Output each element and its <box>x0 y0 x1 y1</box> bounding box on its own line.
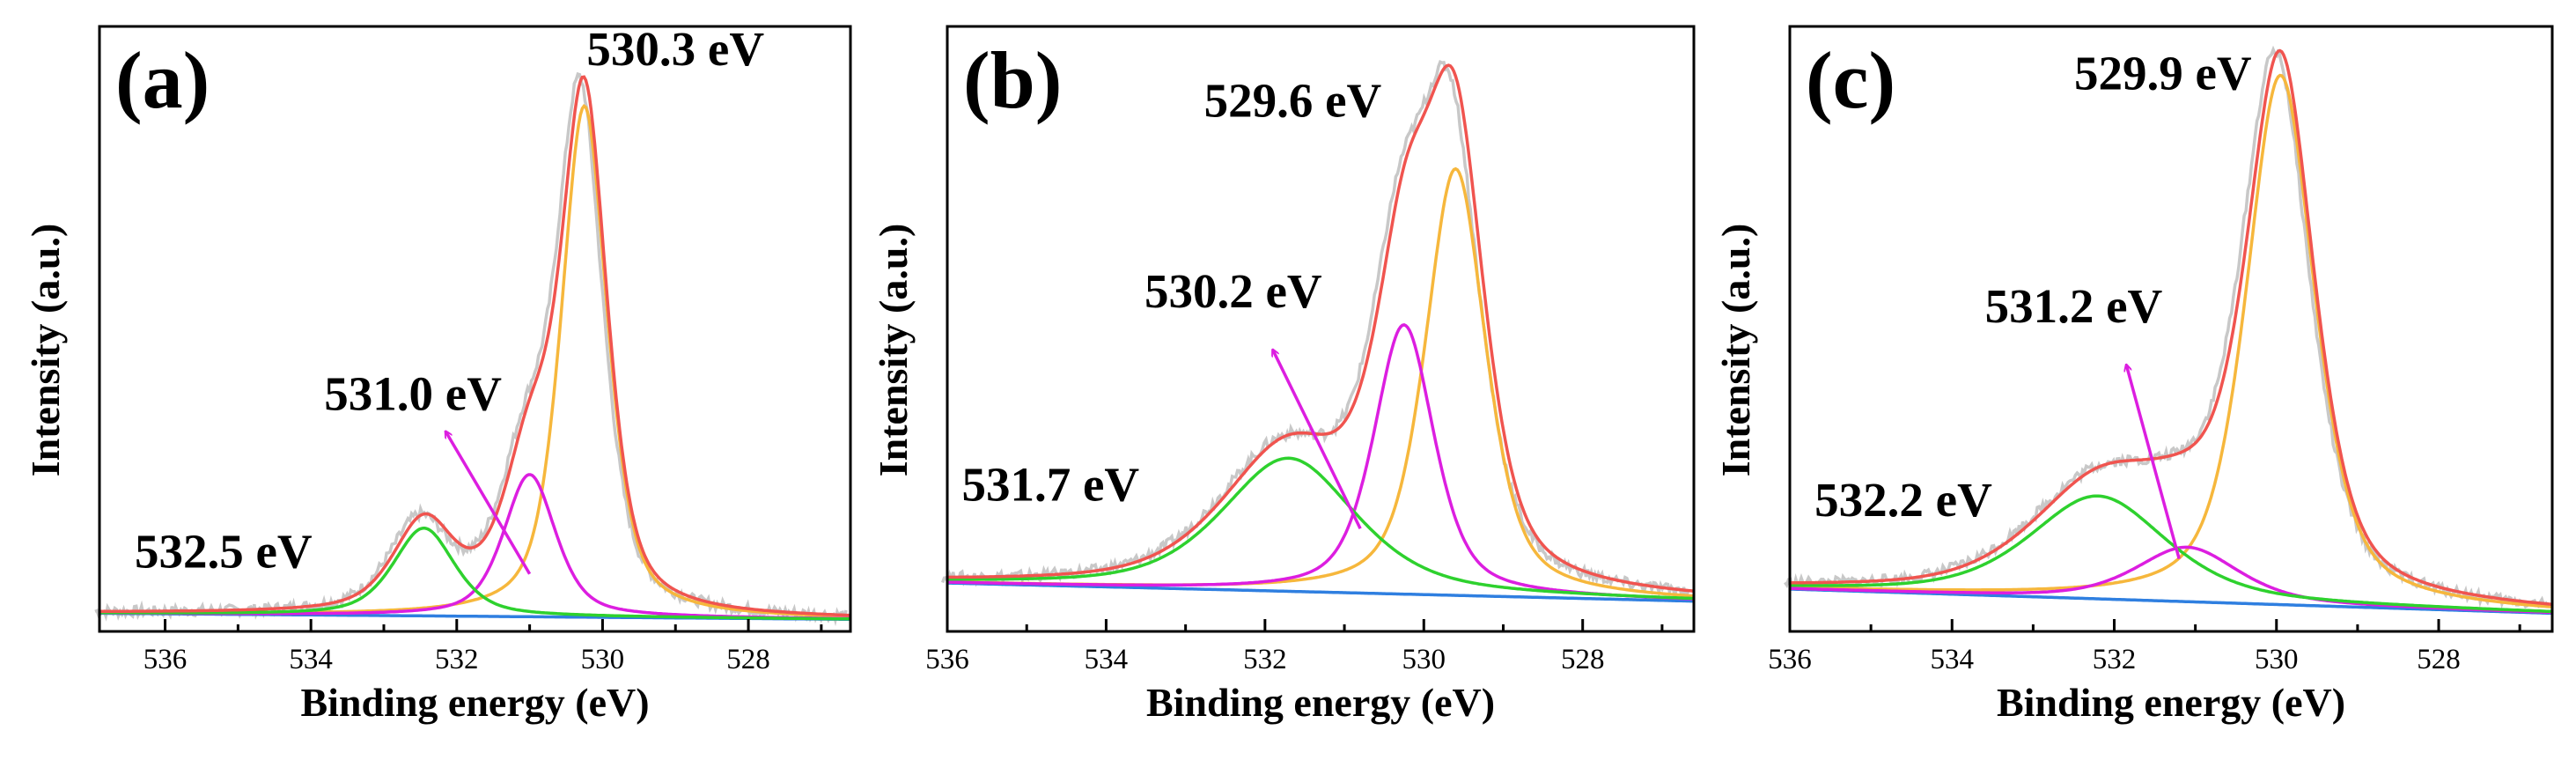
peak-line-third <box>1789 494 2553 614</box>
peak-label-main: 529.6 eV <box>1204 73 1382 127</box>
curves <box>940 59 1695 603</box>
ticks: 536 534 532 530 528 <box>925 619 1664 675</box>
y-axis-title: Intensity (a.u.) <box>1713 224 1758 477</box>
x-tick-label: 528 <box>726 644 770 675</box>
y-axis-title: Intensity (a.u.) <box>23 224 68 477</box>
peak-line-main <box>946 166 1695 598</box>
x-tick-label: 536 <box>1768 644 1812 675</box>
peak-label-secondary: 530.2 eV <box>1144 264 1322 318</box>
x-tick-label: 528 <box>2417 644 2461 675</box>
x-tick-label: 534 <box>289 644 333 675</box>
annotation-arrow <box>1273 350 1362 529</box>
ticks: 536 534 532 530 528 <box>144 619 823 675</box>
peak-line-third <box>99 527 851 621</box>
panel-label: (a) <box>115 35 210 125</box>
x-axis-title: Binding energy (eV) <box>300 680 649 725</box>
peak-label-main: 530.3 eV <box>586 22 764 76</box>
x-tick-label: 534 <box>1931 644 1975 675</box>
x-tick-label: 532 <box>435 644 479 675</box>
peak-label-third: 531.7 eV <box>961 458 1139 512</box>
x-tick-label: 534 <box>1085 644 1129 675</box>
envelope-line <box>1790 48 2553 607</box>
annotation-arrow <box>2126 365 2181 560</box>
panel-label: (b) <box>963 35 1062 125</box>
peak-label-secondary: 531.0 eV <box>324 367 502 421</box>
chart-panel-c: 536 534 532 530 528 (c) Binding energy (eV) … <box>1713 25 2554 725</box>
x-axis-title: Binding energy (eV) <box>1997 680 2345 725</box>
envelope-line <box>947 63 1695 593</box>
peak-line-main <box>1790 73 2553 609</box>
background-line <box>946 581 1694 603</box>
x-tick-label: 528 <box>1561 644 1605 675</box>
peak-label-third: 532.5 eV <box>135 524 313 578</box>
x-axis-title: Binding energy (eV) <box>1146 680 1495 725</box>
x-tick-label: 530 <box>2255 644 2299 675</box>
y-axis-title: Intensity (a.u.) <box>871 224 916 477</box>
x-tick-label: 532 <box>1243 644 1287 675</box>
raw-data-line <box>940 59 1689 602</box>
panel-label: (c) <box>1806 35 1895 125</box>
x-tick-label: 536 <box>925 644 969 675</box>
plot-frame <box>1788 25 2554 633</box>
peak-label-secondary: 531.2 eV <box>1985 279 2163 333</box>
ticks: 536 534 532 530 528 <box>1768 619 2521 675</box>
x-tick-label: 530 <box>581 644 625 675</box>
peak-label-third: 532.2 eV <box>1814 473 1992 527</box>
x-tick-label: 532 <box>2093 644 2137 675</box>
plot-frame <box>98 25 852 633</box>
peak-label-main: 529.9 eV <box>2074 47 2252 100</box>
plot-frame <box>946 25 1696 633</box>
x-tick-label: 530 <box>1402 644 1446 675</box>
peak-line-third <box>947 456 1695 601</box>
x-tick-label: 536 <box>144 644 188 675</box>
annotation-arrow <box>445 432 532 575</box>
curves <box>1784 45 2553 616</box>
envelope-line <box>99 75 851 617</box>
chart-panel-a: 536 534 532 530 528 (a) Binding energy (eV) … <box>23 22 852 725</box>
curves <box>94 71 851 627</box>
chart-panel-b: 536 534 532 530 528 (b) Binding energy (eV) … <box>871 25 1696 725</box>
